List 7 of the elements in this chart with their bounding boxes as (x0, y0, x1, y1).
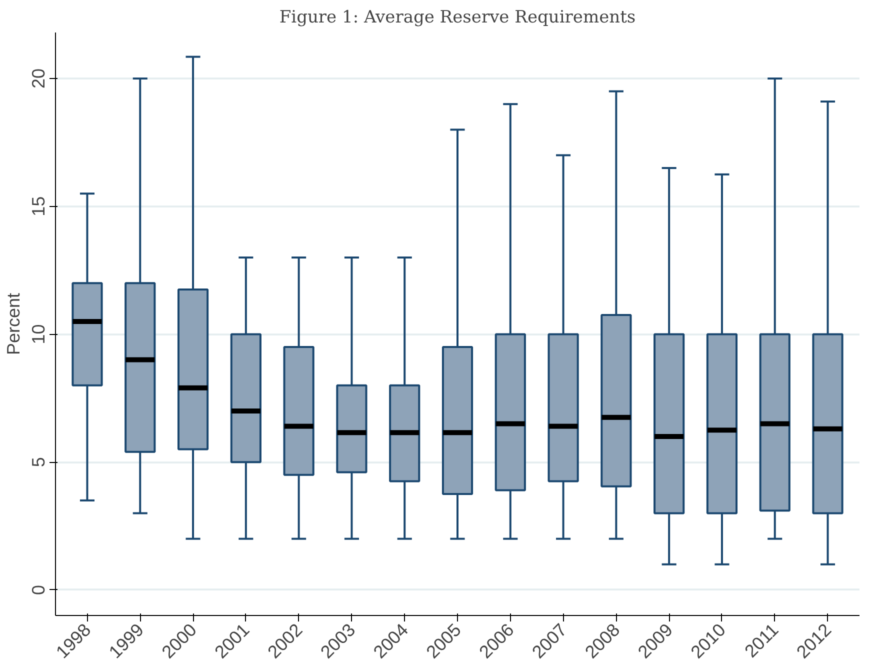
y-tick-label: 20 (28, 68, 48, 89)
chart-title: Figure 1: Average Reserve Requirements (279, 8, 636, 28)
y-axis-title: Percent (4, 292, 24, 356)
y-tick-label: 15 (28, 196, 48, 216)
y-tick-label: 5 (28, 457, 48, 468)
y-tick-label: 0 (28, 584, 48, 595)
y-tick-label: 10 (28, 324, 48, 344)
